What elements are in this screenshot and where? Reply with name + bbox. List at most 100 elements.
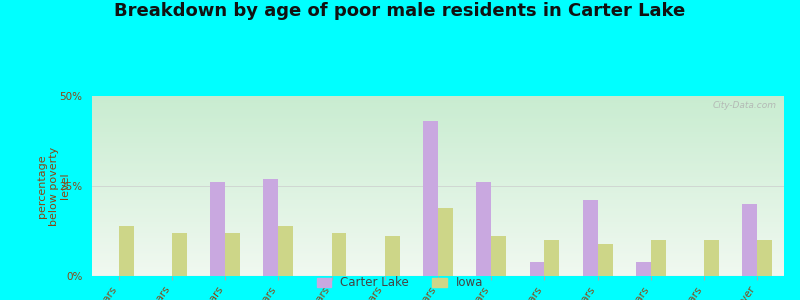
Bar — [92, 195, 784, 197]
Bar — [92, 262, 784, 263]
Bar — [92, 168, 784, 170]
Bar — [92, 191, 784, 193]
Bar — [545, 240, 559, 276]
Bar — [118, 226, 134, 276]
Bar — [92, 150, 784, 152]
Bar — [263, 179, 278, 276]
Bar — [742, 204, 758, 276]
Bar — [92, 186, 784, 188]
Bar — [92, 229, 784, 231]
Text: Breakdown by age of poor male residents in Carter Lake: Breakdown by age of poor male residents … — [114, 2, 686, 20]
Bar — [636, 262, 651, 276]
Bar — [92, 269, 784, 271]
Bar — [92, 96, 784, 98]
Bar — [92, 199, 784, 200]
Bar — [92, 177, 784, 179]
Bar — [92, 175, 784, 177]
Bar — [92, 161, 784, 163]
Bar — [92, 173, 784, 175]
Bar — [92, 260, 784, 262]
Bar — [92, 103, 784, 105]
Bar — [92, 267, 784, 269]
Bar — [92, 119, 784, 121]
Bar — [92, 217, 784, 218]
Bar — [92, 172, 784, 173]
Bar — [582, 200, 598, 276]
Bar — [92, 98, 784, 100]
Bar — [704, 240, 719, 276]
Bar — [92, 181, 784, 182]
Bar — [92, 235, 784, 236]
Bar — [92, 265, 784, 267]
Bar — [92, 137, 784, 139]
Bar — [92, 254, 784, 256]
Bar — [92, 240, 784, 242]
Bar — [92, 236, 784, 238]
Bar — [92, 128, 784, 130]
Bar — [92, 116, 784, 118]
Bar — [92, 154, 784, 155]
Bar — [92, 188, 784, 190]
Bar — [92, 152, 784, 154]
Bar — [92, 258, 784, 260]
Bar — [210, 182, 225, 276]
Legend: Carter Lake, Iowa: Carter Lake, Iowa — [312, 272, 488, 294]
Bar — [92, 206, 784, 208]
Bar — [92, 136, 784, 137]
Bar — [92, 127, 784, 128]
Bar — [92, 143, 784, 145]
Bar — [92, 107, 784, 109]
Bar — [385, 236, 400, 276]
Bar — [651, 240, 666, 276]
Bar — [92, 193, 784, 195]
Bar — [92, 226, 784, 227]
Bar — [331, 233, 346, 276]
Bar — [172, 233, 186, 276]
Bar — [92, 263, 784, 265]
Bar — [92, 121, 784, 123]
Bar — [92, 249, 784, 251]
Bar — [278, 226, 294, 276]
Y-axis label: percentage
below poverty
level: percentage below poverty level — [37, 146, 70, 226]
Bar — [476, 182, 491, 276]
Bar — [225, 233, 240, 276]
Bar — [92, 105, 784, 107]
Bar — [92, 222, 784, 224]
Bar — [92, 200, 784, 202]
Bar — [92, 272, 784, 274]
Bar — [92, 215, 784, 217]
Bar — [92, 118, 784, 119]
Bar — [92, 274, 784, 276]
Bar — [92, 208, 784, 209]
Bar — [92, 244, 784, 245]
Bar — [92, 112, 784, 114]
Bar — [92, 213, 784, 215]
Bar — [92, 170, 784, 172]
Bar — [92, 227, 784, 229]
Bar — [92, 101, 784, 103]
Bar — [92, 114, 784, 116]
Bar — [92, 184, 784, 186]
Bar — [92, 164, 784, 166]
Bar — [491, 236, 506, 276]
Bar — [92, 218, 784, 220]
Bar — [92, 100, 784, 101]
Bar — [92, 231, 784, 233]
Bar — [92, 242, 784, 244]
Bar — [92, 224, 784, 226]
Bar — [92, 211, 784, 213]
Bar — [92, 253, 784, 254]
Bar — [92, 163, 784, 164]
Bar — [92, 159, 784, 161]
Bar — [598, 244, 613, 276]
Bar — [92, 204, 784, 206]
Bar — [423, 121, 438, 276]
Bar — [92, 139, 784, 141]
Bar — [92, 245, 784, 247]
Bar — [92, 110, 784, 112]
Bar — [92, 132, 784, 134]
Bar — [92, 157, 784, 159]
Bar — [92, 179, 784, 181]
Bar — [92, 182, 784, 184]
Bar — [92, 109, 784, 110]
